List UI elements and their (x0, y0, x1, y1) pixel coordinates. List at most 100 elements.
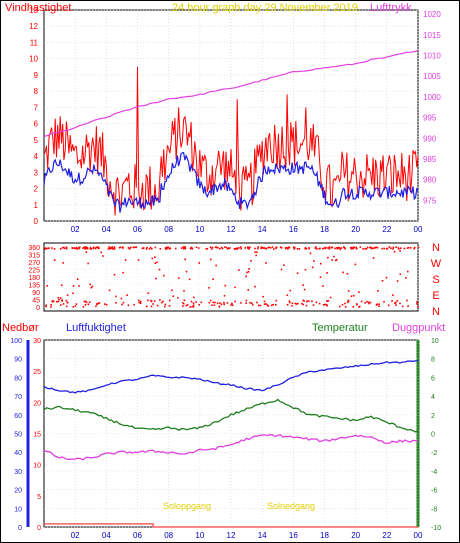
humidity-y-ticks: 0 10 20 30 40 50 60 70 80 90 100 (10, 338, 22, 532)
direction-point (385, 276, 388, 279)
direction-point (331, 259, 333, 261)
direction-point (90, 286, 93, 289)
direction-point (85, 247, 88, 250)
humidity-y-tick-label: 60 (14, 413, 22, 420)
direction-point (135, 246, 137, 249)
direction-point (304, 247, 306, 250)
direction-point (378, 305, 380, 307)
pressure-y-tick-label: 1010 (423, 52, 441, 61)
direction-point (413, 246, 416, 249)
direction-point (109, 247, 112, 250)
direction-point (400, 247, 402, 249)
direction-point (128, 247, 131, 250)
direction-point (216, 246, 218, 249)
temp-y-tick-label: 4 (431, 394, 435, 401)
direction-point (215, 264, 217, 267)
direction-point (344, 306, 347, 308)
direction-point (240, 302, 242, 304)
direction-point (256, 251, 258, 253)
direction-point (225, 246, 228, 249)
direction-point (395, 304, 397, 306)
direction-point (188, 278, 191, 281)
direction-point (52, 300, 55, 303)
direction-point (223, 295, 226, 297)
wind-x-ticks: 02 04 06 08 10 12 14 16 18 20 22 00 (71, 225, 423, 234)
direction-point (57, 300, 60, 303)
direction-point (124, 259, 127, 261)
direction-point (208, 301, 211, 304)
direction-point (96, 246, 99, 248)
direction-point (275, 299, 278, 302)
direction-point (51, 300, 54, 302)
direction-point (153, 300, 156, 302)
direction-point (325, 303, 328, 306)
pressure-y-tick-label: 1005 (423, 72, 441, 81)
temp-x-tick-label: 06 (133, 531, 142, 540)
direction-point (154, 262, 157, 264)
pressure-y-tick-label: 995 (423, 114, 437, 123)
direction-point (217, 246, 219, 249)
direction-point (198, 247, 200, 249)
dewpoint-label: Duggpunkt (392, 322, 445, 334)
direction-point (292, 246, 295, 249)
direction-point (105, 303, 108, 306)
direction-point (108, 247, 111, 250)
temperature-label: Temperatur (312, 322, 368, 334)
direction-point (392, 294, 394, 296)
direction-point (109, 247, 112, 249)
direction-point (169, 247, 171, 249)
wind-y-tick-label: 2 (34, 185, 39, 194)
direction-point (78, 285, 80, 287)
direction-point (267, 247, 269, 249)
direction-grid (44, 243, 419, 311)
direction-point (247, 247, 250, 249)
direction-point (270, 304, 273, 307)
direction-point (234, 248, 237, 250)
direction-point (351, 246, 353, 249)
direction-point (322, 304, 325, 306)
direction-point (97, 302, 100, 305)
direction-point (385, 248, 388, 250)
direction-point (316, 248, 318, 250)
wind-x-tick-label: 18 (320, 225, 329, 234)
direction-point (263, 300, 266, 303)
direction-point (74, 305, 77, 307)
direction-point (192, 304, 195, 306)
direction-point (283, 264, 285, 266)
direction-point (275, 246, 278, 249)
direction-point (146, 247, 148, 249)
direction-point (327, 300, 330, 302)
direction-point (362, 248, 364, 250)
direction-point (244, 247, 246, 249)
direction-point (216, 302, 219, 305)
wind-x-tick-label: 04 (102, 225, 111, 234)
direction-point (59, 248, 62, 250)
direction-point (358, 291, 360, 293)
direction-point (409, 247, 412, 249)
direction-point (189, 247, 192, 250)
direction-point (328, 248, 331, 250)
direction-point (326, 300, 328, 302)
direction-point (168, 305, 171, 307)
direction-point (314, 247, 317, 249)
direction-point (83, 300, 86, 303)
direction-point (177, 297, 179, 299)
direction-point (315, 301, 318, 304)
direction-point (369, 246, 372, 249)
direction-point (245, 299, 248, 302)
pressure-series (43, 50, 419, 137)
direction-point (286, 303, 289, 306)
direction-point (158, 268, 161, 271)
direction-y-tick-label: 90 (32, 290, 40, 297)
wind-y-tick-label: 0 (34, 217, 39, 226)
direction-point (45, 305, 47, 308)
humidity-y-tick-label: 90 (14, 357, 22, 364)
direction-point (180, 247, 183, 249)
direction-point (183, 247, 185, 250)
direction-point (406, 247, 409, 249)
direction-point (350, 248, 353, 250)
direction-point (209, 258, 212, 261)
direction-point (60, 304, 62, 306)
